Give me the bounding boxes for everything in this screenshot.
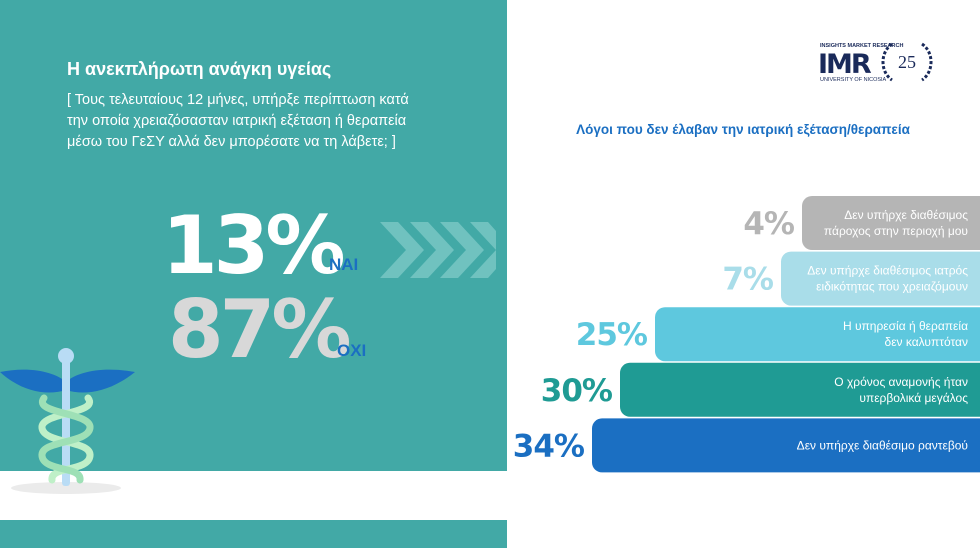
- category-label: ειδικότητας που χρειαζόμουν: [816, 280, 968, 294]
- category-label: Δεν υπήρχε διαθέσιμος: [844, 208, 968, 222]
- stat-no: 87%: [168, 283, 349, 376]
- value-label: 30%: [541, 373, 613, 409]
- caduceus-icon: [0, 348, 135, 494]
- bar: [781, 251, 980, 306]
- category-label: πάροχος στην περιοχή μου: [824, 224, 968, 238]
- left-panel-bottom: [0, 520, 507, 548]
- category-label: δεν καλυπτόταν: [885, 335, 968, 349]
- value-label: 7%: [722, 262, 774, 298]
- logo: INSIGHTS MARKET RESEARCH IMR UNIVERSITY …: [818, 42, 933, 83]
- category-label: Ο χρόνος αναμονής ήταν: [834, 375, 968, 389]
- bar: [802, 196, 980, 250]
- bar-chart: 4% Δεν υπήρχε διαθέσιμος πάροχος στην περι…: [513, 196, 980, 473]
- bar: [655, 307, 980, 362]
- category-label: Δεν υπήρχε διαθέσιμος ιατρός: [807, 264, 968, 278]
- value-label: 34%: [513, 428, 585, 464]
- stat-yes-label: ΝΑΙ: [329, 255, 358, 274]
- category-label: Δεν υπήρχε διαθέσιμο ραντεβού: [797, 438, 968, 452]
- question-line: [ Τους τελευταίους 12 μήνες, υπήρξε περί…: [67, 92, 409, 108]
- bar: [620, 362, 980, 417]
- category-label: υπερβολικά μεγάλος: [859, 391, 968, 405]
- chart-title: Λόγοι που δεν έλαβαν την ιατρική εξέταση…: [576, 122, 910, 137]
- stat-no-label: ΟΧΙ: [337, 341, 366, 360]
- title: Η ανεκπλήρωτη ανάγκη υγείας: [67, 59, 331, 79]
- logo-top: INSIGHTS MARKET RESEARCH: [820, 43, 903, 49]
- bar: [592, 418, 980, 473]
- question-line: μέσω του ΓεΣΥ αλλά δεν μπορέσατε να τη λ…: [67, 134, 396, 150]
- stat-yes: 13%: [162, 199, 343, 292]
- chevrons: [380, 222, 496, 278]
- value-label: 25%: [576, 317, 648, 353]
- logo-bottom: UNIVERSITY OF NICOSIA: [820, 77, 887, 83]
- logo-badge: 25: [898, 52, 916, 72]
- category-label: Η υπηρεσία ή θεραπεία: [843, 319, 968, 333]
- value-label: 4%: [743, 206, 795, 242]
- question-line: την οποία χρειαζόσασταν ιατρική εξέταση …: [67, 113, 406, 129]
- logo-name: IMR: [818, 49, 872, 80]
